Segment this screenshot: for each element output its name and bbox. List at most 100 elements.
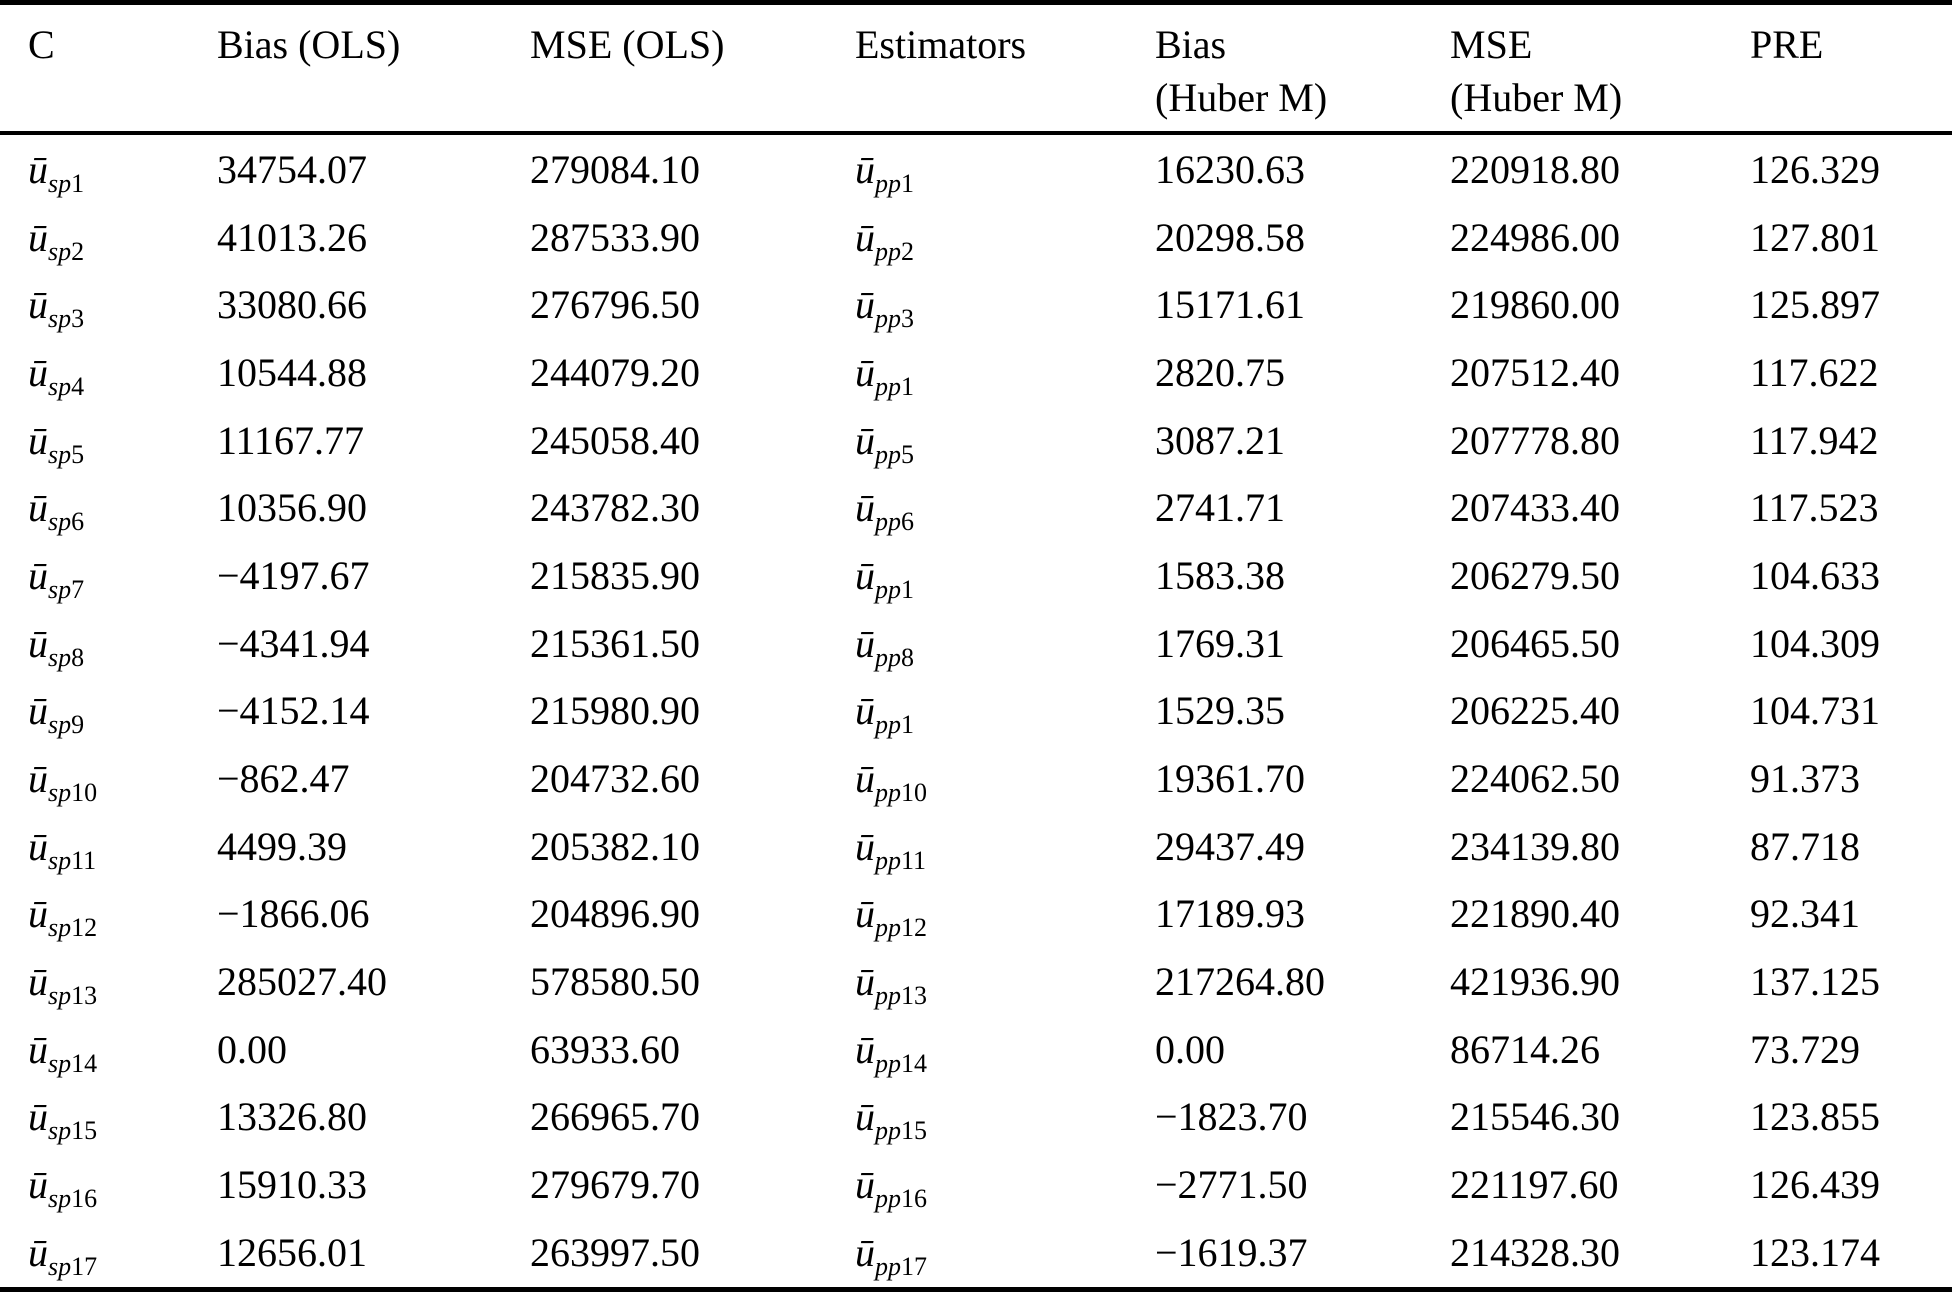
cell-bias-huber: 2820.75 [1155,350,1285,396]
estimator-symbol: ūsp17 [28,1230,97,1280]
estimator-symbol: ūpp1 [855,553,914,603]
cell-mse-huber: 86714.26 [1450,1026,1600,1072]
estimator-symbol: ūpp16 [855,1162,927,1212]
u-bar-glyph: ū [855,958,875,1004]
cell-mse-ols: 287533.90 [530,214,700,260]
estimator-symbol: ūsp3 [28,282,84,332]
cell-estimator-pp: ūpp1 [855,677,1155,745]
u-bar-glyph: ū [28,1094,48,1140]
cell-pre: 125.897 [1750,282,1880,328]
cell-mse-huber: 221197.60 [1450,1161,1619,1207]
cell-mse-ols: 204732.60 [530,755,700,801]
header-label: C [28,22,55,67]
cell-pre: 117.523 [1750,485,1879,531]
cell-bias-ols: 33080.66 [217,282,367,328]
estimator-symbol: ūpp14 [855,1027,927,1077]
cell-estimator-c: ūsp15 [0,1083,217,1151]
cell-estimator-pp: ūpp8 [855,609,1155,677]
cell-bias-huber: 1583.38 [1155,553,1285,599]
cell-bias-ols: 15910.33 [217,1161,367,1207]
cell-pre: 117.622 [1750,350,1879,396]
estimator-symbol: ūpp11 [855,824,926,874]
u-bar-glyph: ū [28,1026,48,1072]
estimator-symbol: ūpp3 [855,282,914,332]
cell-estimator-c: ūsp3 [0,271,217,339]
cell-mse-ols: 215980.90 [530,688,700,734]
table-row: ūsp14 0.00 63933.60 ūpp14 0.00 86714.26 … [0,1015,1952,1083]
cell-mse-huber: 219860.00 [1450,282,1620,328]
cell-mse-ols: 244079.20 [530,350,700,396]
cell-mse-ols: 279084.10 [530,146,700,192]
cell-mse-ols: 63933.60 [530,1026,680,1072]
cell-bias-huber: 1529.35 [1155,688,1285,734]
cell-bias-huber: 29437.49 [1155,823,1305,869]
cell-bias-huber: 17189.93 [1155,891,1305,937]
estimator-subscript: pp12 [875,913,927,943]
u-bar-glyph: ū [855,485,875,531]
cell-estimator-c: ūsp14 [0,1015,217,1083]
cell-estimator-pp: ūpp3 [855,271,1155,339]
cell-estimator-c: ūsp17 [0,1218,217,1289]
cell-bias-ols: −4341.94 [217,620,370,666]
cell-bias-huber: 0.00 [1155,1026,1225,1072]
cell-estimator-c: ūsp13 [0,948,217,1016]
estimator-symbol: ūsp9 [28,688,84,738]
u-bar-glyph: ū [28,282,48,328]
u-bar-glyph: ū [855,282,875,328]
estimator-symbol: ūsp5 [28,417,84,468]
cell-mse-huber: 224062.50 [1450,755,1620,801]
cell-estimator-c: ūsp16 [0,1150,217,1218]
column-header-bias-ols: Bias (OLS) [217,2,530,135]
cell-bias-ols: 34754.07 [217,146,367,192]
cell-mse-huber: 214328.30 [1450,1230,1620,1276]
u-bar-glyph: ū [855,417,875,463]
cell-pre: 73.729 [1750,1026,1860,1072]
u-bar-glyph: ū [28,891,48,937]
cell-estimator-pp: ūpp12 [855,880,1155,948]
estimator-subscript: sp17 [48,1252,98,1282]
column-header-pre: PRE [1750,2,1952,135]
cell-estimator-c: ūsp7 [0,542,217,610]
cell-pre: 123.174 [1750,1230,1880,1276]
estimator-symbol: ūsp16 [28,1162,97,1212]
estimator-subscript: sp10 [48,777,98,807]
cell-estimator-pp: ūpp2 [855,204,1155,272]
cell-pre: 117.942 [1750,417,1879,463]
u-bar-glyph: ū [855,553,875,599]
table-row: ūsp9 −4152.14 215980.90 ūpp1 1529.35 206… [0,677,1952,745]
cell-pre: 126.329 [1750,146,1880,192]
estimator-subscript: sp4 [48,372,85,402]
cell-mse-ols: 276796.50 [530,282,700,328]
estimator-symbol: ūsp11 [28,824,96,874]
estimator-subscript: pp1 [875,372,914,402]
cell-mse-ols: 266965.70 [530,1094,700,1140]
table-row: ūsp5 11167.77 245058.40 ūpp5 3087.21 207… [0,406,1952,474]
estimator-subscript: pp14 [875,1048,927,1078]
estimator-subscript: pp16 [875,1183,927,1213]
table-row: ūsp8 −4341.94 215361.50 ūpp8 1769.31 206… [0,609,1952,677]
cell-pre: 127.801 [1750,214,1880,260]
u-bar-glyph: ū [28,417,48,463]
estimator-subscript: pp11 [875,845,927,875]
table-row: ūsp2 41013.26 287533.90 ūpp2 20298.58 22… [0,204,1952,272]
estimator-subscript: sp8 [48,642,85,672]
cell-estimator-pp: ūpp10 [855,745,1155,813]
cell-bias-huber: −1619.37 [1155,1230,1308,1276]
cell-pre: 137.125 [1750,958,1880,1004]
cell-estimator-c: ūsp1 [0,133,217,204]
estimator-subscript: sp5 [48,439,85,469]
u-bar-glyph: ū [855,620,875,666]
cell-pre: 87.718 [1750,823,1860,869]
estimator-symbol: ūpp2 [855,215,914,265]
cell-mse-ols: 204896.90 [530,891,700,937]
estimator-symbol: ūsp2 [28,215,84,265]
cell-bias-ols: 4499.39 [217,823,347,869]
estimator-subscript: pp3 [875,304,914,334]
estimator-symbol: ūsp10 [28,756,97,806]
estimator-symbol: ūsp6 [28,485,84,535]
cell-estimator-c: ūsp6 [0,474,217,542]
cell-bias-ols: 12656.01 [217,1230,367,1276]
cell-pre: 104.731 [1750,688,1880,734]
estimator-symbol: ūpp13 [855,958,927,1009]
